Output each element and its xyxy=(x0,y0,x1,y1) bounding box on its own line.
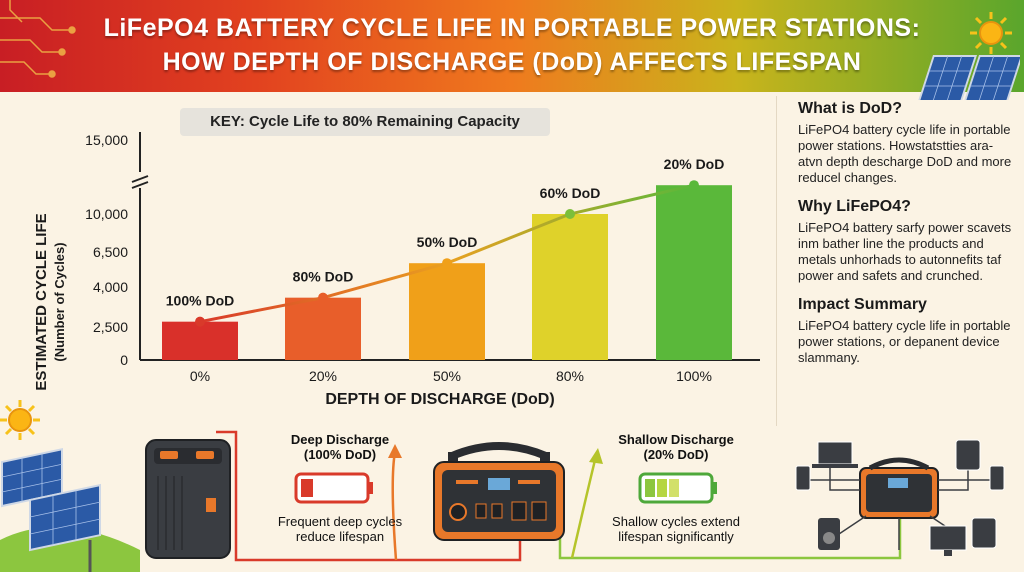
small-power-station-icon xyxy=(859,457,939,519)
phone-icon xyxy=(795,465,811,491)
trend-point xyxy=(689,180,699,191)
bar xyxy=(162,321,238,360)
deep-caption-line1: Frequent deep cycles xyxy=(277,514,403,529)
shallow-connector xyxy=(558,518,902,560)
monitor-icon xyxy=(929,525,967,556)
shallow-title: Shallow Discharge xyxy=(618,432,734,447)
deep-discharge-label: Deep Discharge (100% DoD) xyxy=(260,432,420,462)
bar-data-label: 20% DoD xyxy=(664,156,725,172)
y-tick-label: 0 xyxy=(120,352,128,368)
trend-point xyxy=(195,316,205,327)
deep-connector xyxy=(216,430,522,562)
sidebar: What is DoD? LiFePO4 battery cycle life … xyxy=(778,100,1018,430)
x-tick-label: 50% xyxy=(433,368,461,384)
chart-key: KEY: Cycle Life to 80% Remaining Capacit… xyxy=(180,108,550,136)
speaker-icon xyxy=(818,518,840,550)
what-heading: What is DoD? xyxy=(798,100,902,117)
why-text: LiFePO4 battery sarfy power scavets inm … xyxy=(798,220,1012,283)
battery-full-icon xyxy=(638,472,717,504)
sun-icon xyxy=(0,400,40,440)
trend-point xyxy=(565,209,575,219)
trend-point xyxy=(442,258,452,269)
deep-title: Deep Discharge xyxy=(290,432,390,447)
x-tick-label: 80% xyxy=(556,368,584,384)
deep-caption: Frequent deep cycles reduce lifespan xyxy=(250,514,430,544)
bottom-illustration xyxy=(0,400,1005,572)
trend-line-group xyxy=(195,180,699,327)
shallow-caption-line1: Shallow cycles extend xyxy=(612,514,740,529)
bar-data-label: 60% DoD xyxy=(540,185,601,201)
y-tick-label: 15,000 xyxy=(85,132,128,148)
shallow-caption: Shallow cycles extend lifespan significa… xyxy=(586,514,766,544)
bar-data-label: 80% DoD xyxy=(293,269,354,285)
shallow-caption-line2: lifespan significantly xyxy=(618,529,734,544)
shallow-subtitle: (20% DoD) xyxy=(643,447,709,462)
deep-subtitle: (100% DoD) xyxy=(303,447,377,462)
page-title: LiFePO4 BATTERY CYCLE LIFE IN PORTABLE P… xyxy=(103,14,921,42)
cycle-life-chart: ESTIMATED CYCLE LIFE (Number of Cycles) … xyxy=(33,132,760,408)
phone-icon xyxy=(989,465,1005,491)
sidebar-divider xyxy=(776,96,777,426)
trend-point xyxy=(318,292,328,303)
deep-caption-line2: reduce lifespan xyxy=(295,529,385,544)
tablet-icon xyxy=(955,439,981,471)
battery-unit-icon xyxy=(145,439,231,559)
y-tick-label: 6,500 xyxy=(93,244,128,260)
bar-data-label: 50% DoD xyxy=(417,234,478,250)
x-axis-label: DEPTH OF DISCHARGE (DoD) xyxy=(325,391,554,408)
deep-arrow-head xyxy=(388,444,402,458)
y-axis-sublabel: (Number of Cycles) xyxy=(52,242,67,361)
what-text: LiFePO4 battery cycle life in portable p… xyxy=(798,122,1012,185)
y-tick-label: 2,500 xyxy=(93,319,128,335)
bar-data-label: 100% DoD xyxy=(166,293,234,309)
bar xyxy=(409,263,485,360)
impact-heading: Impact Summary xyxy=(798,296,927,313)
why-heading: Why LiFePO4? xyxy=(798,198,911,215)
impact-text: LiFePO4 battery cycle life in portable p… xyxy=(798,318,1011,365)
bar xyxy=(532,214,608,360)
tablet-icon xyxy=(971,517,997,549)
shallow-arrow-head xyxy=(589,448,603,464)
x-tick-label: 20% xyxy=(309,368,337,384)
shallow-discharge-label: Shallow Discharge (20% DoD) xyxy=(596,432,756,462)
bar xyxy=(656,185,732,360)
circuit-decoration xyxy=(0,0,76,78)
solar-panel-icon xyxy=(1,448,101,572)
x-tick-label: 100% xyxy=(676,368,712,384)
power-station-icon xyxy=(433,442,565,541)
y-tick-label: 10,000 xyxy=(85,206,128,222)
sun-icon xyxy=(970,12,1012,54)
axis-break-mark xyxy=(131,175,149,189)
bar xyxy=(285,297,361,360)
x-tick-label: 0% xyxy=(190,368,210,384)
laptop-icon xyxy=(812,441,858,468)
x-ticks: 0% 20% 50% 80% 100% xyxy=(190,368,712,384)
bars-group: 100% DoD 80% DoD 50% DoD 60% DoD 20% DoD xyxy=(162,156,732,360)
deep-arrow-line xyxy=(391,451,398,561)
page-subtitle: HOW DEPTH OF DISCHARGE (DoD) AFFECTS LIF… xyxy=(162,48,862,76)
y-tick-label: 4,000 xyxy=(93,279,128,295)
y-axis-label: ESTIMATED CYCLE LIFE xyxy=(33,213,50,390)
battery-low-icon xyxy=(294,472,373,504)
device-cluster xyxy=(795,439,1005,556)
header-banner: LiFePO4 BATTERY CYCLE LIFE IN PORTABLE P… xyxy=(0,0,1024,92)
